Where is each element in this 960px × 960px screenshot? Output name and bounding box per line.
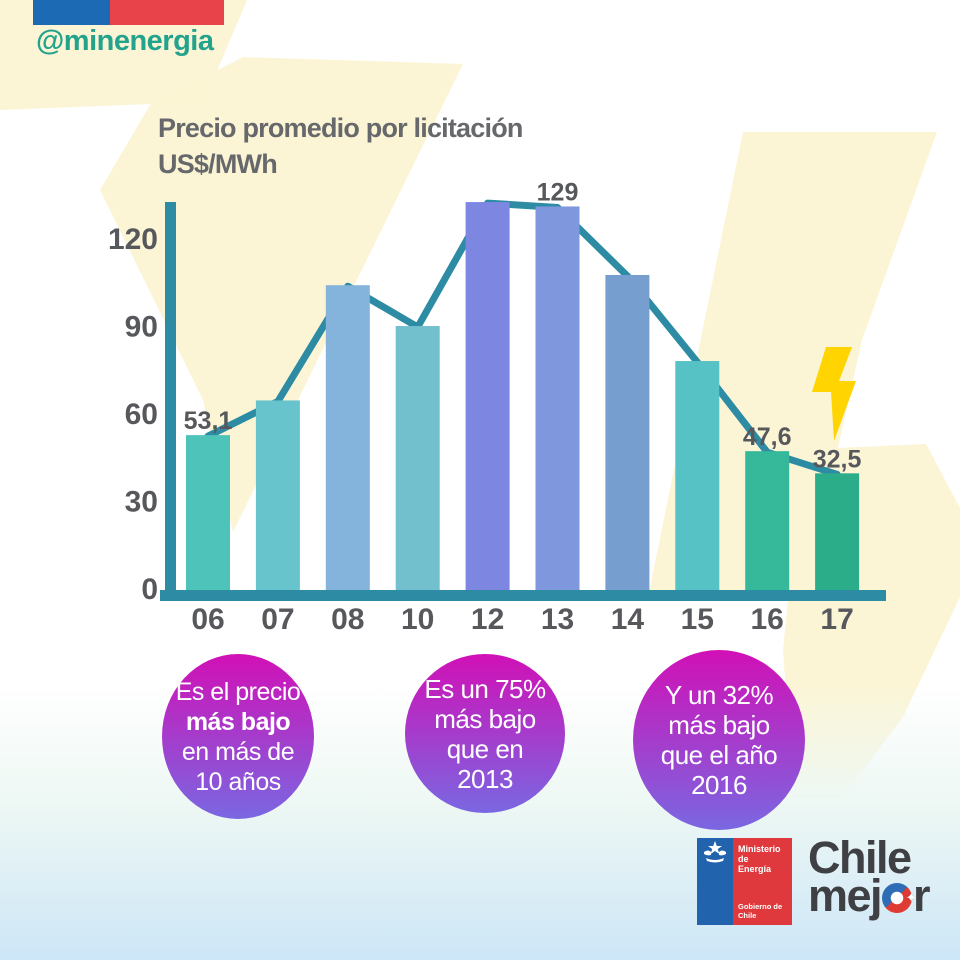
ministry-name: Ministerio de Energía [738, 844, 792, 874]
xlabel-17: 17 [820, 603, 853, 636]
xlabel-07: 07 [261, 603, 294, 636]
xlabel-08: 08 [331, 603, 364, 636]
brand-line1: Chile [808, 832, 912, 883]
ministry-name-line2: Energía [738, 864, 772, 874]
y-axis [165, 202, 176, 601]
chart-title: Precio promedio por licitación US$/MWh [158, 110, 523, 182]
ministry-name-line1: Ministerio de [738, 844, 781, 864]
callout-lowest-price: Es el precio más bajo en más de 10 años [162, 654, 314, 819]
callout-1-line-3: en más de [181, 737, 295, 766]
x-axis [160, 590, 886, 601]
ministry-logo-red-panel: Ministerio de Energía Gobierno de Chile [733, 838, 792, 925]
ytick-30: 30 [125, 485, 158, 518]
ytick-120: 120 [108, 223, 158, 256]
bar-12 [465, 202, 510, 596]
xlabel-13: 13 [541, 603, 574, 636]
ministry-logo-blue-panel [697, 838, 733, 925]
flag-blue-segment [33, 0, 110, 25]
xlabel-14: 14 [611, 603, 645, 636]
trend-line [204, 199, 841, 478]
callout-75-percent: Es un 75% más bajo que en 2013 [405, 654, 565, 813]
callout-3-line-2: más bajo [668, 710, 770, 740]
ytick-90: 90 [125, 310, 158, 343]
chart-title-line1: Precio promedio por licitación [158, 113, 523, 143]
pale-bolt-right [648, 132, 960, 857]
pale-bolt-top-left [0, 0, 247, 110]
gobierno-de-chile-label: Gobierno de Chile [738, 902, 783, 920]
value-label-13: 129 [537, 178, 579, 206]
xlabel-16: 16 [751, 603, 784, 636]
xlabel-12: 12 [471, 603, 504, 636]
callout-3-line-1: Y un 32% [664, 680, 774, 710]
bar-16 [745, 451, 790, 596]
callout-2-line-1: Es un 75% [424, 673, 546, 704]
ytick-60: 60 [125, 398, 158, 431]
callout-2-line-2: más bajo [434, 703, 536, 734]
callout-3-line-3: que el año [660, 740, 778, 770]
value-label-17: 32,5 [813, 445, 862, 473]
callout-1-line-2: más bajo [185, 707, 291, 736]
chile-mejor-logo: Chile mej ✦ r [808, 832, 931, 921]
chart-title-line2: US$/MWh [158, 149, 278, 179]
brand-line2-post: r [913, 870, 931, 921]
callout-2-line-3: que en [446, 733, 524, 764]
callout-2-line-4: 2013 [457, 763, 513, 794]
xlabel-06: 06 [191, 603, 224, 636]
brand-line2-pre: mej [808, 870, 883, 921]
bar-14 [605, 274, 650, 596]
bar-08 [325, 285, 370, 596]
xlabel-10: 10 [401, 603, 434, 636]
coat-of-arms-icon [704, 841, 726, 863]
swirl-o-icon: ✦ [882, 883, 917, 913]
ytick-0: 0 [141, 573, 158, 606]
bar-13 [535, 206, 580, 596]
twitter-handle: @minenergia [36, 25, 214, 57]
flag-red-segment [110, 0, 224, 25]
pale-bolt-left [100, 57, 463, 532]
callout-1-line-1: Es el precio [175, 677, 301, 706]
value-label-06: 53,1 [184, 407, 233, 435]
value-label-16: 47,6 [743, 423, 792, 451]
chile-flag-banner [33, 0, 224, 25]
callout-3-line-4: 2016 [691, 770, 747, 800]
xlabel-15: 15 [681, 603, 714, 636]
brand-line2: mej ✦ r [808, 870, 931, 921]
bar-07 [255, 400, 300, 596]
bar-10 [395, 326, 440, 596]
callout-1-line-4: 10 años [195, 767, 281, 796]
star-spark-icon: ✦ [905, 890, 917, 905]
callout-32-percent: Y un 32% más bajo que el año 2016 [633, 650, 805, 830]
ministry-logo: Ministerio de Energía Gobierno de Chile [697, 838, 792, 925]
bar-15 [675, 361, 720, 596]
lightning-bolt-icon [812, 347, 856, 441]
bar-06 [186, 435, 230, 596]
bar-17 [815, 473, 860, 596]
